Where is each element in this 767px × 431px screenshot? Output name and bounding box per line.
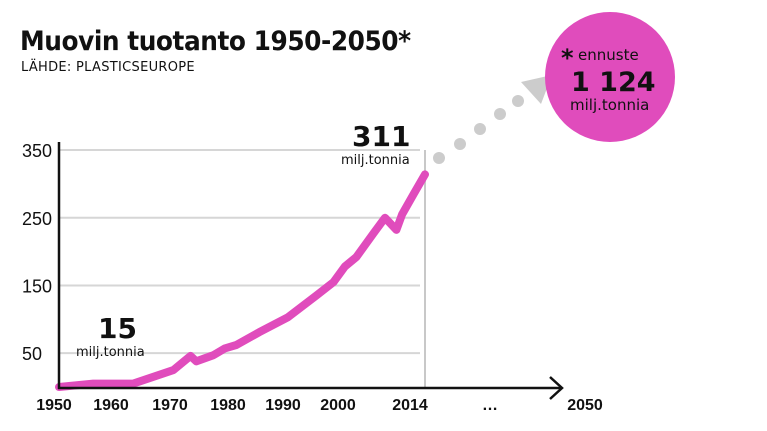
forecast-value: 1 124 [571, 67, 656, 98]
x-tick-label: 1950 [36, 397, 72, 414]
forecast-bubble [545, 12, 675, 142]
chart-title: Muovin tuotanto 1950-2050* [20, 26, 411, 57]
x-tick-label: 2014 [392, 397, 428, 414]
x-tick-label: 1970 [152, 397, 188, 414]
x-tick-label: 1960 [93, 397, 129, 414]
x-axis-arrow-icon [549, 376, 564, 400]
start-value-label: 15 [98, 312, 137, 345]
x-tick-label: 2050 [567, 397, 603, 414]
y-tick-label: 350 [22, 141, 52, 161]
end-value-label: 311 [352, 120, 410, 153]
chart-source: LÄHDE: PLASTICSEUROPE [21, 60, 195, 75]
series-line [55, 170, 429, 391]
forecast-label: ennuste [578, 46, 639, 64]
x-tick-label: 1980 [210, 397, 246, 414]
y-tick-label: 150 [22, 276, 52, 296]
x-tick-label: 1990 [265, 397, 301, 414]
forecast-arrow [433, 75, 552, 164]
x-tick-label: … [482, 397, 498, 414]
forecast-asterisk: * [561, 44, 574, 72]
y-tick-label: 50 [22, 344, 42, 364]
arrowhead-icon [521, 75, 552, 104]
start-unit-label: milj.tonnia [76, 345, 145, 360]
x-tick-label: 2000 [320, 397, 356, 414]
end-unit-label: milj.tonnia [341, 153, 410, 168]
y-tick-label: 250 [22, 209, 52, 229]
forecast-unit: milj.tonnia [570, 96, 649, 114]
